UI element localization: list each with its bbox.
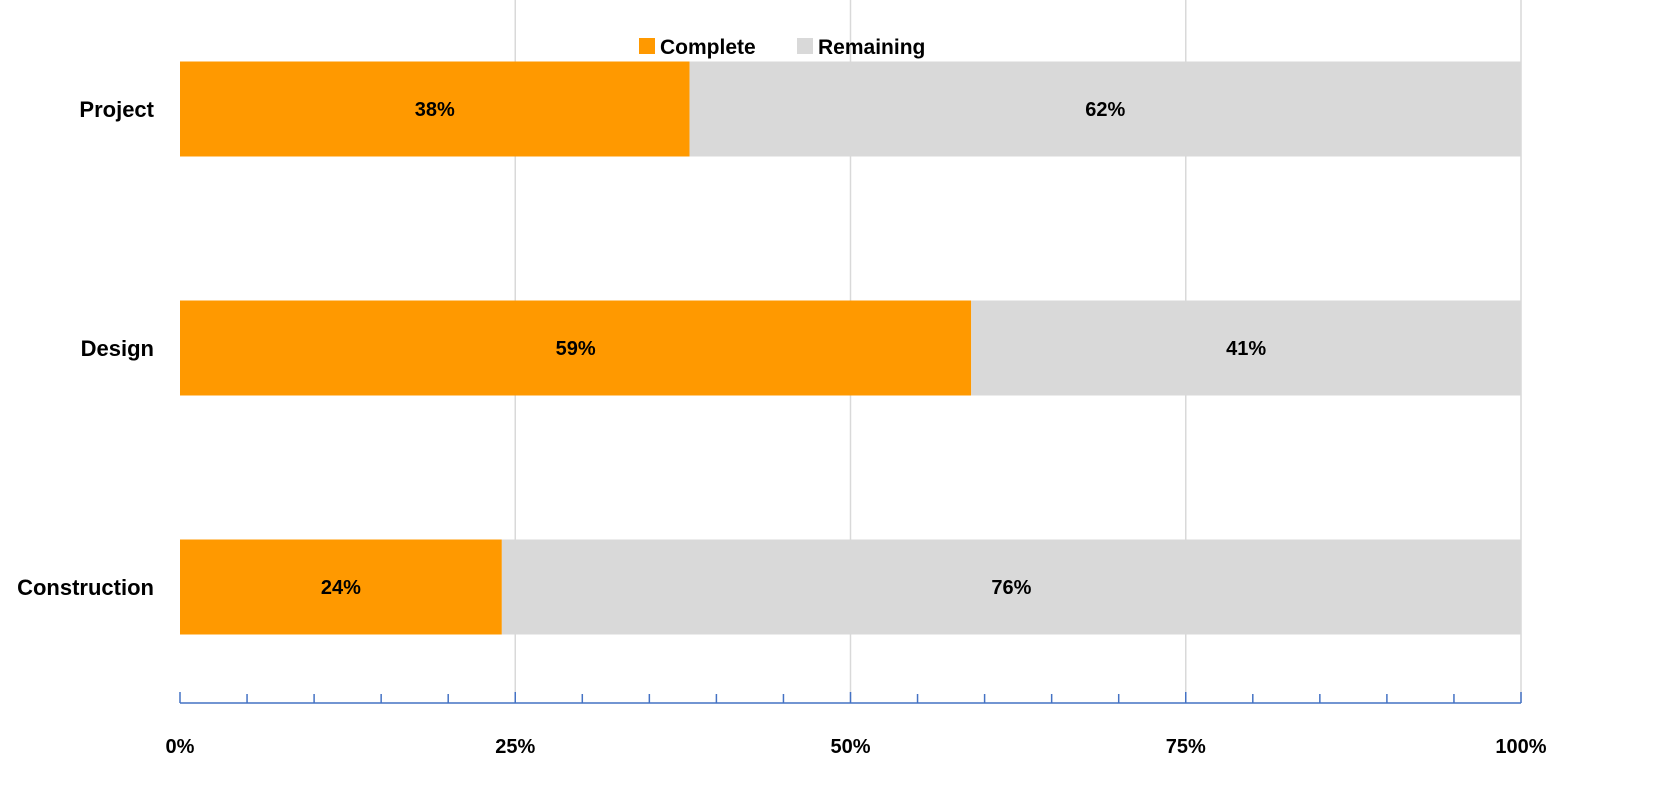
bar-construction-remaining	[501, 539, 1522, 635]
x-tick-label-100: 100%	[1495, 736, 1546, 758]
bar-design-complete	[180, 300, 972, 396]
legend-swatch-complete	[639, 38, 655, 54]
bar-design-remaining	[971, 300, 1521, 396]
legend-label-complete: Complete	[660, 36, 756, 59]
data-label-design-remaining: 41%	[1226, 338, 1266, 360]
legend-label-remaining: Remaining	[818, 36, 925, 59]
bar-construction-complete	[180, 539, 502, 635]
bar-project-remaining	[689, 61, 1521, 157]
category-label-design: Design	[81, 336, 154, 361]
bar-project-complete	[180, 61, 690, 157]
data-label-construction-complete: 24%	[321, 577, 361, 599]
category-label-project: Project	[79, 97, 154, 122]
category-labels: Project Design Construction	[17, 97, 155, 600]
category-label-construction: Construction	[17, 575, 154, 600]
legend-swatch-remaining	[797, 38, 813, 54]
data-label-construction-remaining: 76%	[991, 577, 1031, 599]
data-label-project-complete: 38%	[415, 99, 455, 121]
bars	[180, 61, 1522, 635]
x-tick-label-25: 25%	[495, 736, 535, 758]
legend: Complete Remaining	[639, 36, 925, 59]
x-tick-label-75: 75%	[1166, 736, 1206, 758]
data-label-project-remaining: 62%	[1085, 99, 1125, 121]
data-label-design-complete: 59%	[556, 338, 596, 360]
x-axis: 0% 25% 50% 75% 100%	[166, 692, 1547, 758]
x-tick-label-50: 50%	[830, 736, 870, 758]
data-labels: 38% 62% 59% 41% 24% 76%	[321, 99, 1266, 599]
x-tick-label-0: 0%	[166, 736, 195, 758]
